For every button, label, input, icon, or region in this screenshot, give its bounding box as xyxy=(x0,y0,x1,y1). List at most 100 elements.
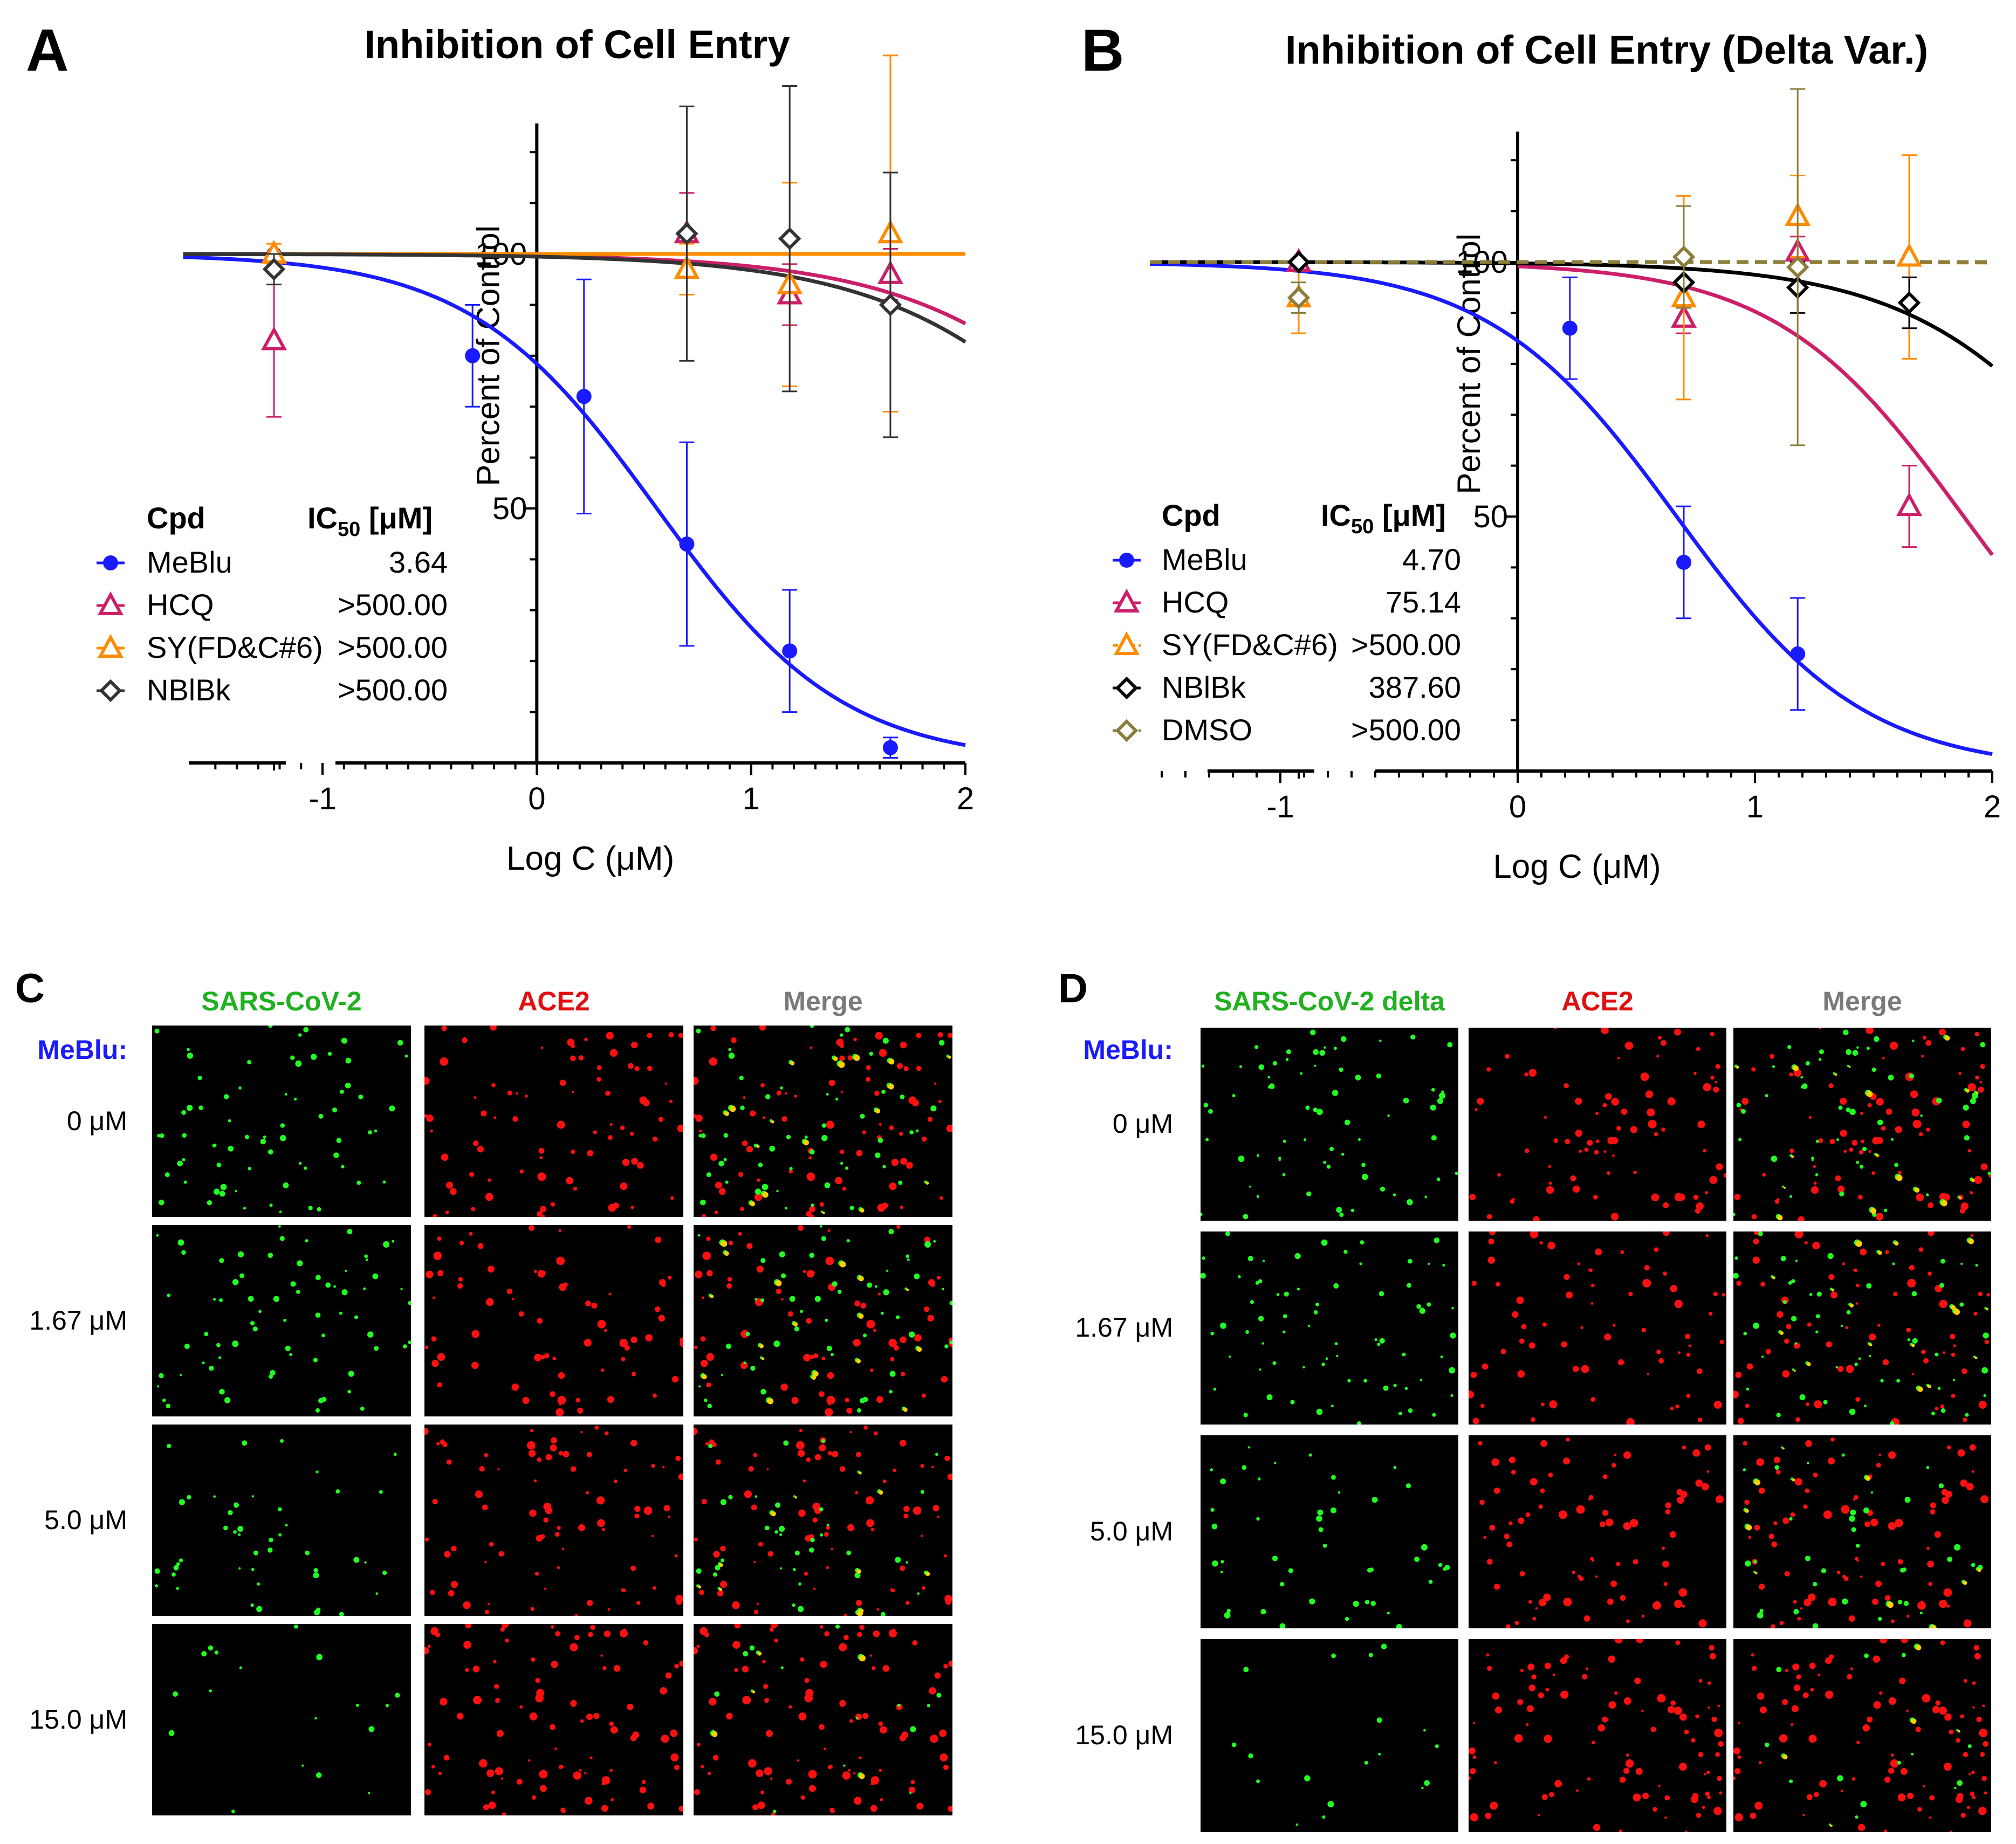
red-spot xyxy=(1661,1040,1667,1046)
green-spot xyxy=(1753,1322,1759,1329)
red-spot xyxy=(1566,1291,1573,1299)
green-spot xyxy=(395,1692,400,1698)
red-spot xyxy=(1469,1390,1475,1399)
green-spot xyxy=(1911,1752,1914,1756)
yellow-spot xyxy=(856,1569,861,1574)
red-spot xyxy=(1719,1339,1724,1345)
red-spot xyxy=(810,1214,815,1217)
red-spot xyxy=(1718,1741,1724,1747)
red-spot xyxy=(1524,1072,1528,1077)
red-spot xyxy=(496,1730,504,1737)
green-spot xyxy=(888,1229,894,1235)
green-spot xyxy=(1896,1379,1901,1383)
legend-marker-meblu xyxy=(1119,553,1134,568)
red-spot xyxy=(424,1077,430,1085)
green-spot xyxy=(1343,1250,1348,1254)
red-spot xyxy=(1796,1674,1801,1680)
red-spot xyxy=(1677,1351,1681,1354)
red-spot xyxy=(776,1288,782,1295)
data-point-meblu xyxy=(679,536,695,552)
micrograph-background xyxy=(1733,1435,1991,1628)
red-spot xyxy=(1704,1191,1709,1195)
green-spot xyxy=(1239,1065,1242,1068)
red-spot xyxy=(1602,1716,1608,1723)
green-spot xyxy=(277,1507,282,1512)
green-spot xyxy=(1364,1760,1369,1765)
green-spot xyxy=(1361,1173,1368,1180)
red-spot xyxy=(1944,1763,1952,1771)
green-spot xyxy=(725,1343,731,1349)
green-spot xyxy=(1333,1283,1339,1289)
green-spot xyxy=(233,1502,239,1508)
red-spot xyxy=(1818,1028,1822,1030)
red-spot xyxy=(1860,1112,1864,1115)
green-spot xyxy=(1789,1195,1793,1198)
red-spot xyxy=(847,1055,853,1061)
data-point-sy-fd-c-6 xyxy=(1896,243,1923,267)
red-spot xyxy=(601,1528,605,1531)
red-spot xyxy=(440,1697,448,1706)
red-spot xyxy=(426,1114,434,1122)
red-spot xyxy=(1506,1541,1513,1547)
red-spot xyxy=(1679,1763,1687,1771)
red-spot xyxy=(1814,1792,1819,1798)
red-spot xyxy=(1975,1075,1979,1080)
green-spot xyxy=(1435,1744,1439,1749)
green-spot xyxy=(880,1311,884,1315)
red-spot xyxy=(1855,1397,1861,1402)
green-spot xyxy=(1360,1240,1364,1245)
yellow-spot xyxy=(1807,1362,1811,1366)
red-spot xyxy=(570,1466,577,1472)
red-spot xyxy=(490,1026,497,1031)
green-spot xyxy=(728,1495,733,1500)
red-spot xyxy=(1785,1669,1788,1673)
green-spot xyxy=(315,1408,320,1413)
red-spot xyxy=(1876,1137,1883,1144)
green-spot xyxy=(708,1443,713,1448)
red-spot xyxy=(1789,1072,1793,1077)
red-spot xyxy=(671,1376,679,1383)
green-spot xyxy=(1322,1543,1327,1548)
green-spot xyxy=(760,1258,766,1263)
green-spot xyxy=(1350,1208,1355,1213)
red-spot xyxy=(1737,1755,1741,1759)
red-spot xyxy=(1956,1738,1960,1743)
red-spot xyxy=(1604,1093,1612,1100)
yellow-spot xyxy=(1866,1091,1873,1097)
red-spot xyxy=(1525,1512,1531,1517)
red-spot xyxy=(1495,1706,1502,1714)
red-spot xyxy=(597,1319,606,1329)
red-spot xyxy=(586,1491,589,1495)
green-spot xyxy=(1843,1029,1849,1036)
red-spot xyxy=(516,1092,518,1095)
red-spot xyxy=(574,1614,578,1616)
red-spot xyxy=(819,1444,826,1451)
green-spot xyxy=(1282,1173,1286,1176)
yellow-spot xyxy=(856,1359,861,1364)
red-spot xyxy=(1808,1116,1812,1119)
red-spot xyxy=(1697,1417,1703,1422)
green-spot xyxy=(1276,1293,1280,1296)
red-spot xyxy=(877,1292,881,1296)
red-spot xyxy=(485,1193,493,1201)
red-spot xyxy=(471,1330,480,1338)
green-spot xyxy=(1888,1075,1894,1081)
green-spot xyxy=(1309,1598,1315,1605)
red-spot xyxy=(1928,1271,1932,1276)
green-spot xyxy=(159,1373,164,1379)
green-spot xyxy=(280,1123,285,1128)
red-spot xyxy=(540,1206,547,1213)
green-spot xyxy=(860,1113,865,1119)
red-spot xyxy=(819,1724,825,1730)
green-spot xyxy=(1254,1045,1259,1049)
red-spot xyxy=(846,1407,853,1414)
red-spot xyxy=(1678,1588,1688,1597)
green-spot xyxy=(906,1254,910,1258)
green-spot xyxy=(1812,1623,1819,1628)
red-spot xyxy=(1674,1028,1681,1036)
fit-curve-meblu xyxy=(1149,262,1993,756)
red-spot xyxy=(695,1270,703,1278)
red-spot xyxy=(1738,1722,1740,1724)
green-spot xyxy=(1840,1324,1843,1327)
red-spot xyxy=(1510,1199,1515,1204)
